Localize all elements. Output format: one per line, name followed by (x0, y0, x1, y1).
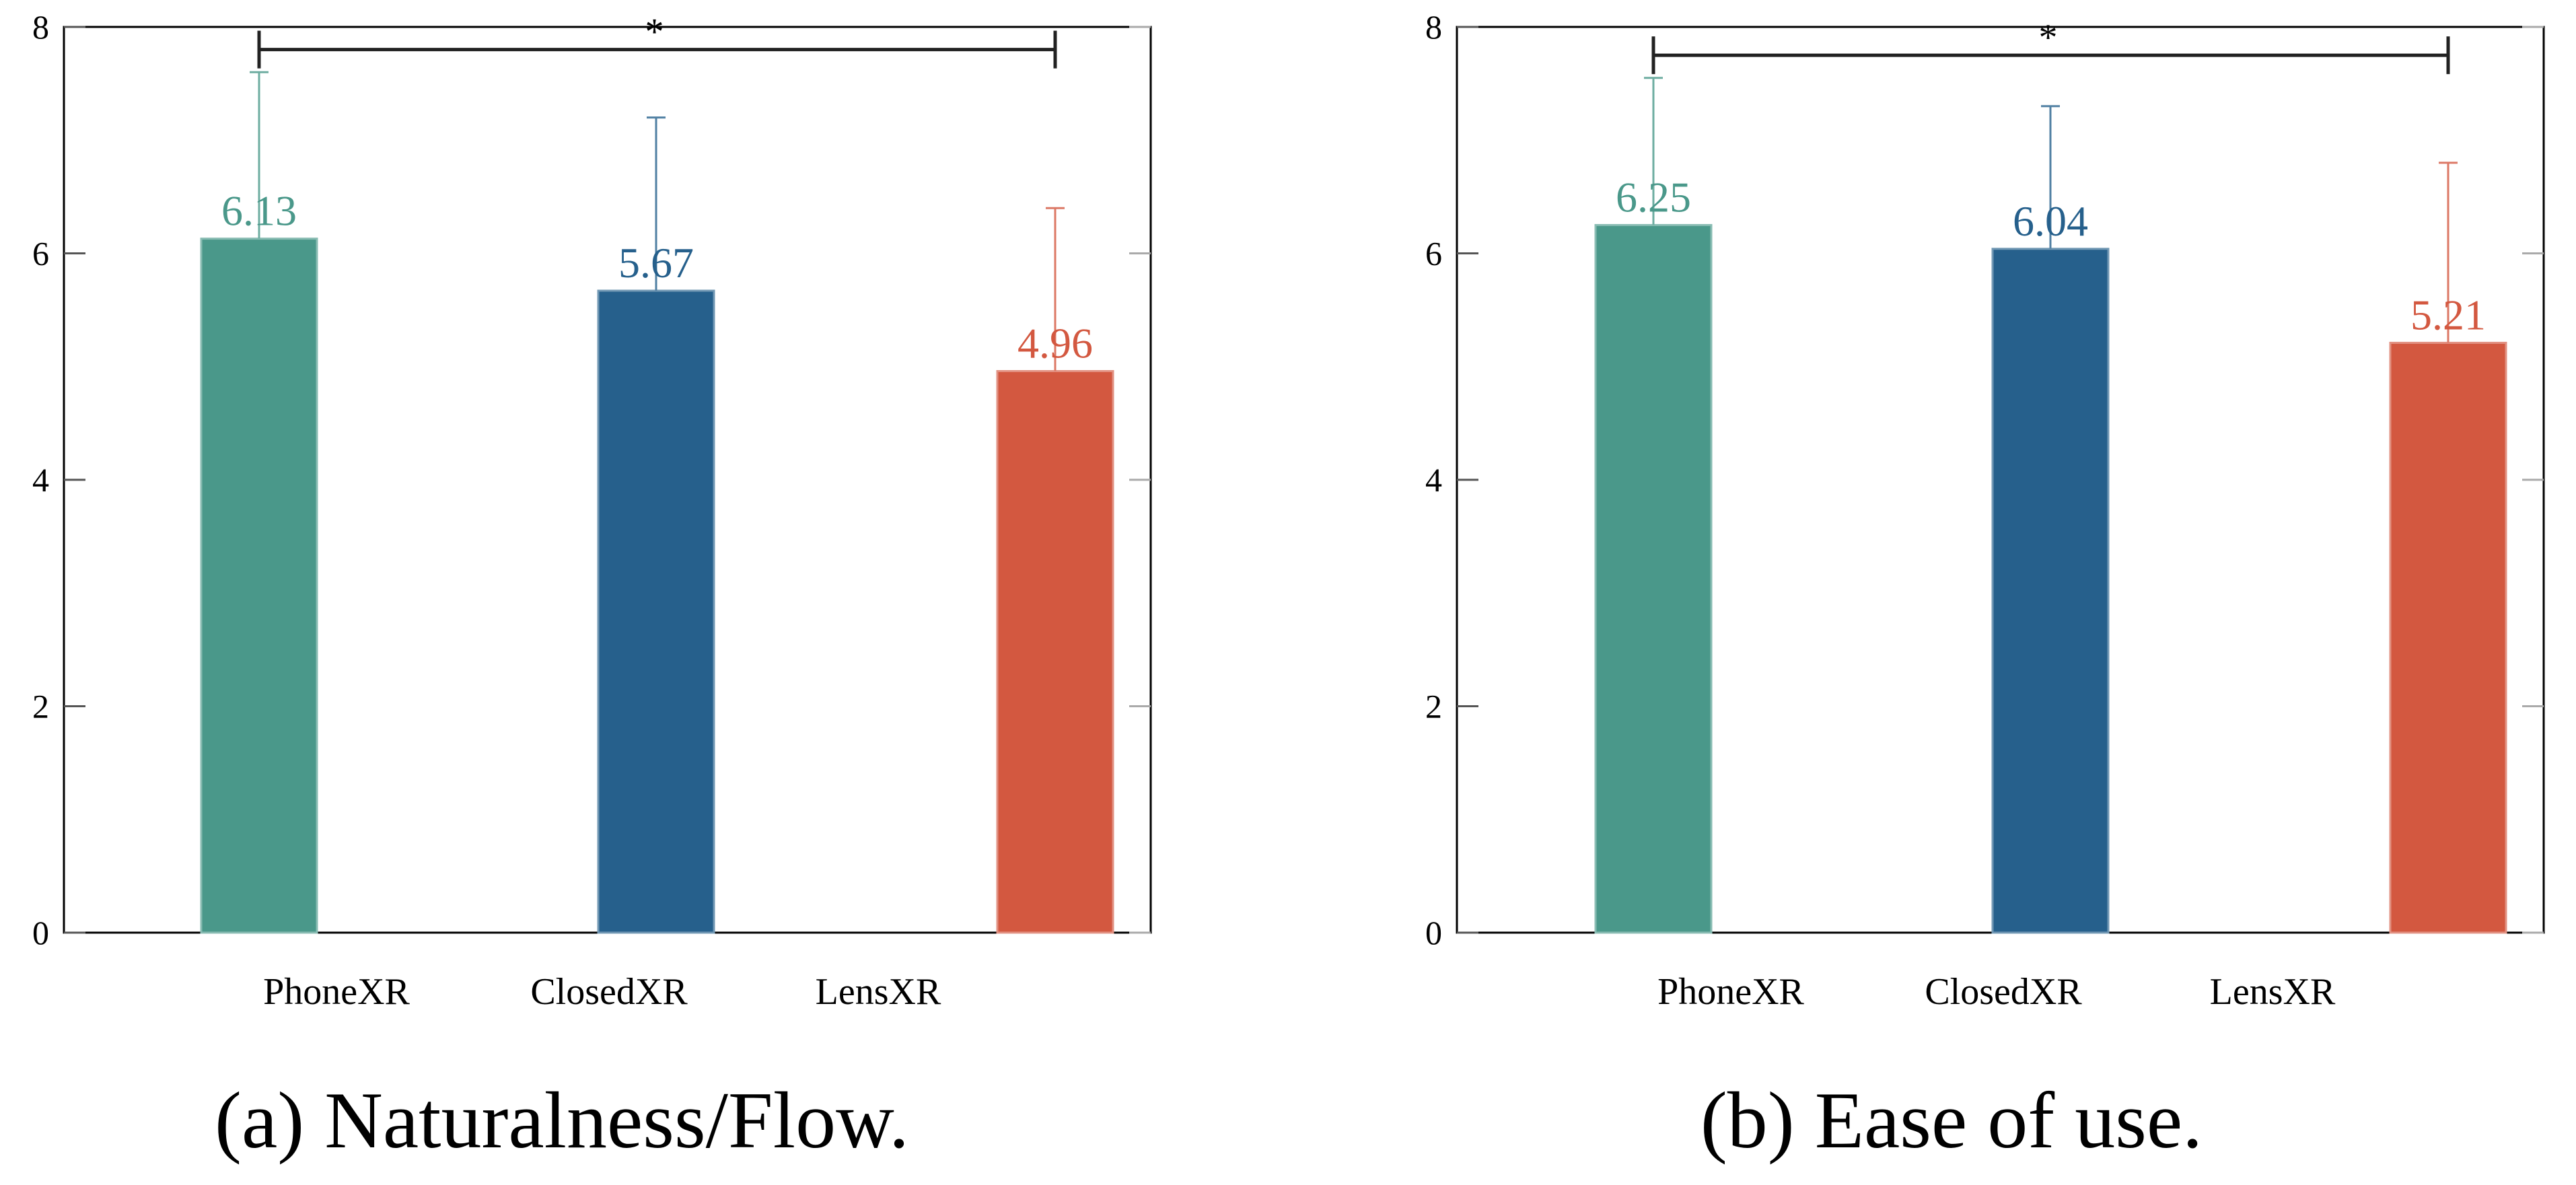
chart-b-ytick-label: 2 (1425, 688, 1442, 725)
chart-a-bar-closedxr (597, 289, 715, 934)
chart-a-value-label-phonexr: 6.13 (221, 187, 297, 235)
chart-a-bar-lensxr (996, 369, 1114, 934)
chart-a-ytick-label: 8 (32, 8, 49, 46)
chart-b-ytick-label: 8 (1425, 8, 1442, 46)
chart-a-ytick-label: 6 (32, 235, 49, 273)
chart-b-value-label-closedxr: 6.04 (2013, 197, 2088, 245)
chart-a-ytick-label: 4 (32, 461, 49, 499)
chart-b-bar-lensxr (2389, 341, 2507, 934)
chart-b-category-label-phonexr: PhoneXR (1657, 971, 1804, 1013)
chart-a-value-label-closedxr: 5.67 (618, 239, 694, 287)
chart-b-value-label-lensxr: 5.21 (2410, 291, 2486, 338)
chart-b-bar-phonexr (1594, 223, 1713, 934)
chart-b-ytick-label: 0 (1425, 914, 1442, 951)
chart-b: 0 2 4 6 8 6.25 PhoneXR 6.04 ClosedXR 5.21 LensXR * (… (1425, 8, 2545, 1165)
chart-a-ytick-label: 2 (32, 688, 49, 725)
chart-a-caption: (a) Naturalness/Flow. (215, 1075, 909, 1165)
chart-b-ytick-label: 4 (1425, 461, 1442, 499)
chart-a-category-label-phonexr: PhoneXR (263, 971, 410, 1013)
chart-b-category-label-closedxr: ClosedXR (1925, 971, 2082, 1013)
chart-a-bar-phonexr (200, 238, 318, 934)
chart-b-caption: (b) Ease of use. (1701, 1075, 2203, 1165)
chart-a-category-label-closedxr: ClosedXR (530, 971, 688, 1013)
chart-b-category-label-lensxr: LensXR (2210, 971, 2336, 1013)
chart-b-significance-label: * (2039, 17, 2058, 59)
chart-a-value-label-lensxr: 4.96 (1017, 319, 1093, 367)
chart-a-category-label-lensxr: LensXR (816, 971, 941, 1013)
chart-a-ytick-label: 0 (32, 914, 49, 951)
chart-a: 0 2 4 6 8 6.13 PhoneXR 5.67 ClosedXR 4.96 LensXR * (… (32, 8, 1152, 1165)
chart-a-significance-label: * (645, 11, 664, 53)
chart-b-value-label-phonexr: 6.25 (1616, 173, 1691, 221)
chart-b-ytick-label: 6 (1425, 235, 1442, 273)
chart-b-bar-closedxr (1991, 248, 2110, 934)
